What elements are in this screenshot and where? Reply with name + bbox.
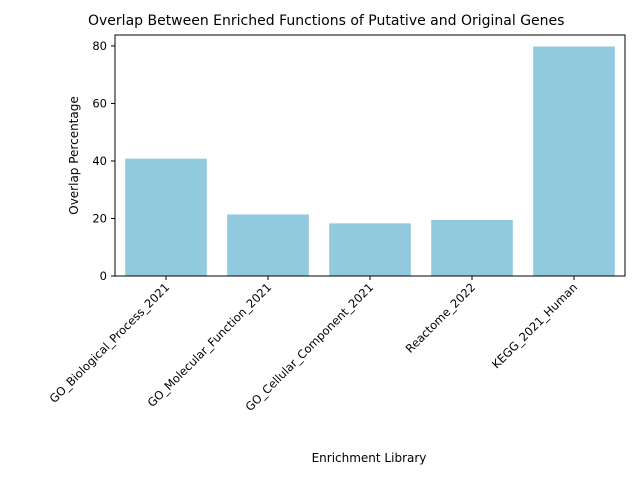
y-axis-ticks: 0 20 40 60 80 <box>92 39 115 283</box>
y-tick-label: 80 <box>92 39 107 53</box>
y-axis-label: Overlap Percentage <box>67 96 81 215</box>
bar-KEGG_2021_Human <box>533 46 615 277</box>
y-tick-label: 40 <box>92 154 107 168</box>
chart-title: Overlap Between Enriched Functions of Pu… <box>88 13 564 29</box>
y-tick-label: 20 <box>92 211 107 225</box>
bar-GO_Biological_Process_2021 <box>125 158 207 276</box>
bars-group <box>125 46 615 277</box>
axes-frame <box>114 34 626 277</box>
plot-area: 0 20 40 60 80 GO_Biological_Process_2021GO_M… <box>47 34 626 414</box>
x-axis-label: Enrichment Library <box>312 451 427 465</box>
bar-GO_Molecular_Function_2021 <box>227 214 309 276</box>
x-tick-label: KEGG_2021_Human <box>489 280 580 371</box>
bar-Reactome_2022 <box>431 219 513 276</box>
x-axis-ticks: GO_Biological_Process_2021GO_Molecular_F… <box>47 276 580 414</box>
x-tick-label: GO_Molecular_Function_2021 <box>145 280 275 410</box>
x-tick-label: Reactome_2022 <box>403 280 478 355</box>
y-tick-label: 60 <box>92 96 107 110</box>
bar-GO_Cellular_Component_2021 <box>329 223 411 276</box>
x-tick-label: GO_Biological_Process_2021 <box>47 280 173 406</box>
y-tick-label: 0 <box>100 269 107 283</box>
